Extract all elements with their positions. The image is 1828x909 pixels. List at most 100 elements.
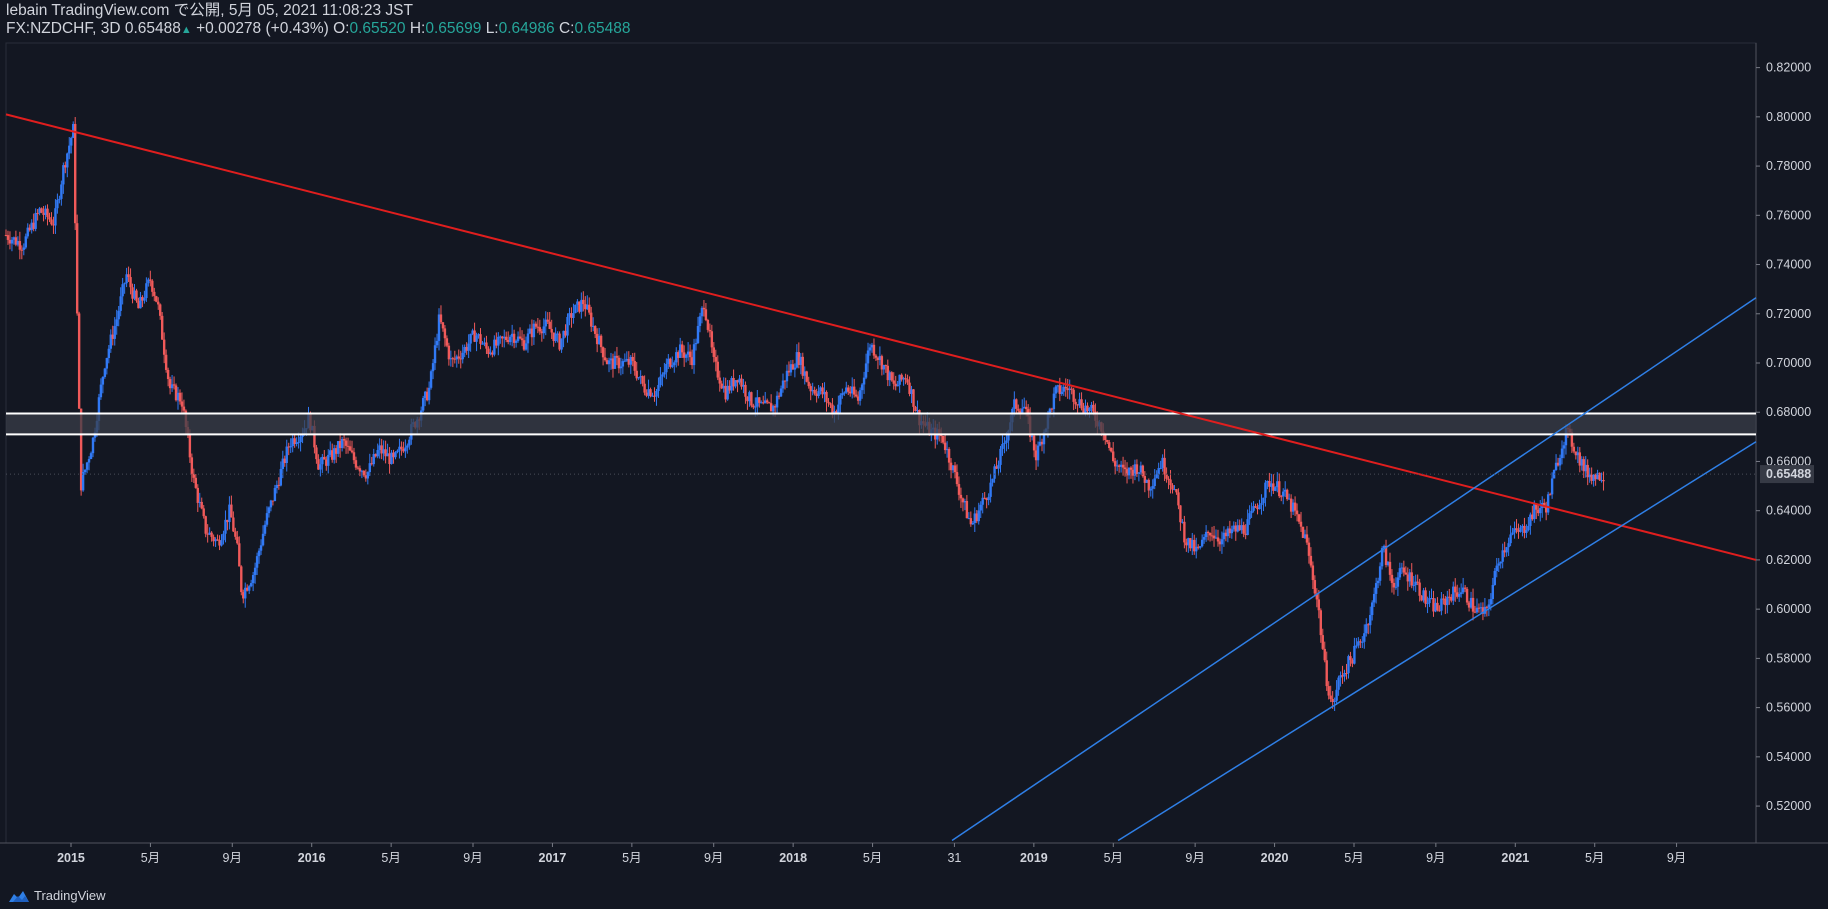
candle-body	[331, 450, 334, 460]
candle-body	[22, 247, 25, 250]
candle-body	[1592, 474, 1595, 481]
candle-body	[835, 411, 838, 413]
candle-body	[479, 334, 482, 344]
candle-body	[147, 279, 150, 284]
time-axis[interactable]: 2015 5月 9月 2016 5月 9月 2017 5月 9月 2018 5月 31 2019 5月 9月…	[57, 843, 1686, 865]
candle-body	[1501, 550, 1504, 562]
candle-body	[748, 392, 751, 402]
candle-body	[1287, 498, 1291, 500]
candle-body	[953, 465, 957, 473]
price-axis[interactable]: 0.82000 0.80000 0.78000 0.76000 0.74000 0.720…	[6, 61, 1814, 813]
candle-body	[781, 380, 785, 389]
candle-body	[605, 360, 609, 365]
candle-body	[489, 352, 492, 355]
candle-body	[825, 391, 828, 402]
candle-body	[220, 540, 223, 546]
candle-body	[1489, 599, 1493, 605]
candle-body	[1202, 537, 1206, 540]
candle-body	[510, 333, 514, 337]
candle-body	[99, 384, 103, 398]
candle-body	[1278, 481, 1281, 497]
candle-body	[643, 383, 646, 393]
candle-body	[143, 298, 146, 301]
candle-body	[28, 227, 31, 231]
candle-body	[1305, 534, 1309, 543]
candle-body	[1015, 399, 1018, 409]
candle-body	[380, 445, 383, 454]
candle-body	[1042, 432, 1046, 445]
candle-body	[943, 442, 947, 451]
candle-body	[58, 198, 61, 200]
channel-lower-line	[1117, 441, 1757, 842]
candle-body	[204, 516, 207, 534]
candle-body	[1206, 531, 1210, 533]
candle-body	[172, 384, 176, 386]
candle-body	[657, 385, 660, 391]
candle-body	[609, 358, 613, 361]
candle-body	[491, 352, 494, 355]
candle-body	[613, 355, 617, 369]
candle-body	[1309, 555, 1313, 566]
candle-body	[894, 383, 897, 387]
candle-body	[1359, 641, 1362, 643]
candle-body	[508, 336, 512, 343]
candle-body	[1412, 585, 1415, 587]
candle-body	[1226, 528, 1230, 537]
candle-body	[1499, 561, 1502, 564]
candle-body	[552, 332, 555, 342]
candle-body	[560, 338, 563, 350]
candle-body	[1365, 624, 1368, 634]
tradingview-footer[interactable]: TradingView	[8, 888, 106, 903]
candle-body	[232, 517, 235, 532]
candle-body	[858, 390, 862, 401]
candle-body	[257, 550, 261, 557]
candle-body	[1121, 464, 1125, 468]
candle-body	[647, 389, 650, 396]
candle-body	[1052, 393, 1056, 410]
candle-body	[388, 453, 391, 465]
candle-body	[182, 406, 186, 411]
candle-body	[394, 452, 397, 458]
time-tick-label: 9月	[1667, 851, 1686, 865]
candle-body	[518, 336, 522, 339]
candle-body	[1349, 656, 1352, 661]
candle-body	[756, 397, 759, 407]
candle-body	[633, 360, 636, 371]
candle-body	[677, 352, 680, 358]
time-tick-label: 5月	[381, 851, 400, 865]
candle-body	[493, 339, 496, 355]
candle-body	[459, 358, 462, 360]
candle-body	[461, 352, 464, 360]
candle-body	[1104, 433, 1107, 440]
candle-body	[382, 449, 385, 454]
candle-body	[661, 374, 664, 377]
candle-body	[1084, 405, 1087, 413]
candle-body	[253, 567, 257, 575]
candle-body	[16, 241, 20, 245]
candle-body	[1363, 633, 1366, 642]
candle-body	[293, 438, 296, 445]
candle-body	[87, 459, 91, 463]
candle-body	[1321, 635, 1324, 649]
candle-body	[107, 348, 111, 359]
candle-body	[423, 391, 427, 399]
candle-body	[485, 342, 488, 349]
candle-body	[348, 446, 352, 451]
candle-body	[1434, 602, 1437, 612]
candle-body	[538, 327, 542, 332]
candle-body	[1598, 472, 1601, 481]
candle-body	[66, 153, 69, 168]
candle-body	[576, 301, 579, 305]
candle-body	[1586, 464, 1589, 478]
candle-body	[342, 439, 346, 441]
candle-body	[592, 325, 595, 327]
candle-body	[764, 400, 767, 404]
candle-body	[443, 328, 447, 339]
candle-body	[975, 513, 978, 522]
candle-body	[1274, 487, 1277, 491]
candle-body	[1576, 452, 1580, 456]
candle-body	[159, 304, 162, 316]
close-value: 0.65488	[574, 20, 631, 37]
candle-body	[1485, 606, 1489, 608]
